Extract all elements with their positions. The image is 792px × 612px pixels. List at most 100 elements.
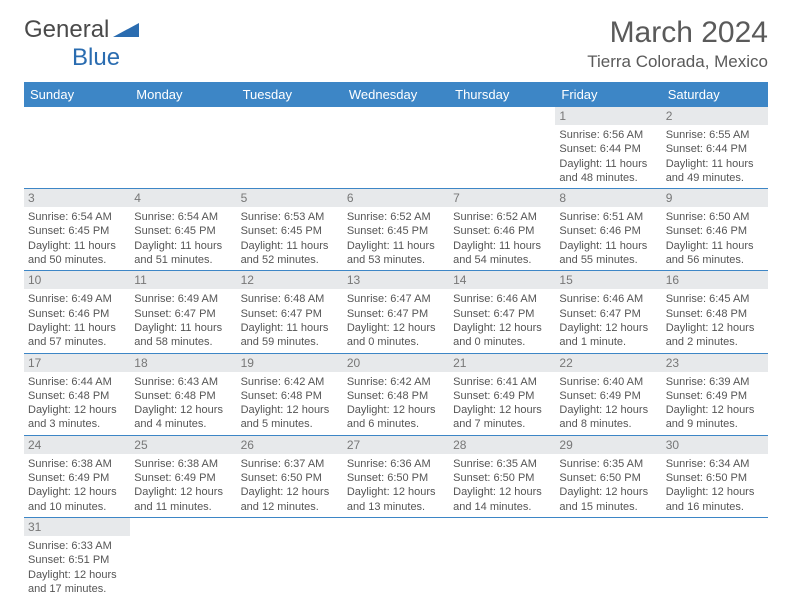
day-number: 10 — [24, 271, 130, 289]
day-details: Sunrise: 6:47 AMSunset: 6:47 PMDaylight:… — [343, 289, 449, 352]
day-detail-line: Daylight: 11 hours — [666, 157, 764, 171]
day-number: 6 — [343, 189, 449, 207]
day-number: 5 — [237, 189, 343, 207]
day-detail-line: Sunrise: 6:56 AM — [559, 128, 657, 142]
day-detail-line: Sunrise: 6:40 AM — [559, 375, 657, 389]
calendar-day-cell — [237, 517, 343, 599]
brand-logo: General — [24, 16, 141, 44]
logo-triangle-icon — [113, 19, 139, 42]
day-detail-line: Sunset: 6:46 PM — [28, 307, 126, 321]
calendar-day-cell: 31Sunrise: 6:33 AMSunset: 6:51 PMDayligh… — [24, 517, 130, 599]
day-number: 8 — [555, 189, 661, 207]
calendar-week-row: 17Sunrise: 6:44 AMSunset: 6:48 PMDayligh… — [24, 353, 768, 435]
day-details: Sunrise: 6:46 AMSunset: 6:47 PMDaylight:… — [555, 289, 661, 352]
day-detail-line: Sunrise: 6:46 AM — [559, 292, 657, 306]
calendar-day-cell: 25Sunrise: 6:38 AMSunset: 6:49 PMDayligh… — [130, 435, 236, 517]
day-detail-line: and 8 minutes. — [559, 417, 657, 431]
day-details: Sunrise: 6:44 AMSunset: 6:48 PMDaylight:… — [24, 372, 130, 435]
day-detail-line: Sunset: 6:48 PM — [241, 389, 339, 403]
calendar-day-cell — [449, 107, 555, 189]
day-detail-line: Daylight: 12 hours — [241, 485, 339, 499]
day-detail-line: Daylight: 11 hours — [666, 239, 764, 253]
day-details: Sunrise: 6:49 AMSunset: 6:46 PMDaylight:… — [24, 289, 130, 352]
calendar-day-cell — [555, 517, 661, 599]
day-detail-line: Sunrise: 6:37 AM — [241, 457, 339, 471]
day-detail-line: Sunset: 6:47 PM — [453, 307, 551, 321]
day-number: 4 — [130, 189, 236, 207]
day-detail-line: and 11 minutes. — [134, 500, 232, 514]
day-detail-line: Sunrise: 6:35 AM — [559, 457, 657, 471]
day-detail-line: Daylight: 12 hours — [134, 485, 232, 499]
calendar-day-cell: 28Sunrise: 6:35 AMSunset: 6:50 PMDayligh… — [449, 435, 555, 517]
day-detail-line: Sunset: 6:45 PM — [28, 224, 126, 238]
day-detail-line: and 49 minutes. — [666, 171, 764, 185]
day-detail-line: Daylight: 12 hours — [559, 403, 657, 417]
weekday-header: Saturday — [662, 82, 768, 107]
day-detail-line: Sunset: 6:48 PM — [666, 307, 764, 321]
day-detail-line: Sunset: 6:46 PM — [666, 224, 764, 238]
day-detail-line: Sunset: 6:45 PM — [134, 224, 232, 238]
day-detail-line: and 4 minutes. — [134, 417, 232, 431]
day-number: 9 — [662, 189, 768, 207]
day-detail-line: Sunrise: 6:54 AM — [28, 210, 126, 224]
day-details: Sunrise: 6:45 AMSunset: 6:48 PMDaylight:… — [662, 289, 768, 352]
day-number: 2 — [662, 107, 768, 125]
day-detail-line: and 6 minutes. — [347, 417, 445, 431]
day-number: 13 — [343, 271, 449, 289]
day-number: 22 — [555, 354, 661, 372]
calendar-day-cell — [130, 107, 236, 189]
day-detail-line: and 55 minutes. — [559, 253, 657, 267]
day-detail-line: Sunrise: 6:38 AM — [28, 457, 126, 471]
calendar-day-cell: 10Sunrise: 6:49 AMSunset: 6:46 PMDayligh… — [24, 271, 130, 353]
calendar-day-cell — [449, 517, 555, 599]
day-detail-line: Daylight: 12 hours — [453, 485, 551, 499]
day-detail-line: Sunset: 6:44 PM — [666, 142, 764, 156]
day-detail-line: and 48 minutes. — [559, 171, 657, 185]
day-detail-line: and 51 minutes. — [134, 253, 232, 267]
day-number: 27 — [343, 436, 449, 454]
day-detail-line: Daylight: 12 hours — [241, 403, 339, 417]
day-detail-line: and 16 minutes. — [666, 500, 764, 514]
calendar-week-row: 3Sunrise: 6:54 AMSunset: 6:45 PMDaylight… — [24, 189, 768, 271]
day-number: 20 — [343, 354, 449, 372]
day-number: 14 — [449, 271, 555, 289]
calendar-day-cell: 17Sunrise: 6:44 AMSunset: 6:48 PMDayligh… — [24, 353, 130, 435]
calendar-day-cell: 18Sunrise: 6:43 AMSunset: 6:48 PMDayligh… — [130, 353, 236, 435]
day-detail-line: Sunset: 6:47 PM — [559, 307, 657, 321]
calendar-day-cell — [24, 107, 130, 189]
day-detail-line: and 7 minutes. — [453, 417, 551, 431]
day-number: 30 — [662, 436, 768, 454]
day-detail-line: Daylight: 11 hours — [28, 239, 126, 253]
day-detail-line: Sunrise: 6:39 AM — [666, 375, 764, 389]
day-number: 15 — [555, 271, 661, 289]
day-detail-line: and 17 minutes. — [28, 582, 126, 596]
weekday-header-row: Sunday Monday Tuesday Wednesday Thursday… — [24, 82, 768, 107]
day-detail-line: and 10 minutes. — [28, 500, 126, 514]
day-detail-line: Daylight: 11 hours — [241, 321, 339, 335]
calendar-day-cell: 22Sunrise: 6:40 AMSunset: 6:49 PMDayligh… — [555, 353, 661, 435]
calendar-day-cell: 6Sunrise: 6:52 AMSunset: 6:45 PMDaylight… — [343, 189, 449, 271]
day-detail-line: Sunset: 6:48 PM — [347, 389, 445, 403]
weekday-header: Tuesday — [237, 82, 343, 107]
calendar-day-cell: 27Sunrise: 6:36 AMSunset: 6:50 PMDayligh… — [343, 435, 449, 517]
day-detail-line: Sunrise: 6:53 AM — [241, 210, 339, 224]
day-detail-line: Daylight: 11 hours — [134, 321, 232, 335]
day-details: Sunrise: 6:38 AMSunset: 6:49 PMDaylight:… — [130, 454, 236, 517]
calendar-day-cell: 30Sunrise: 6:34 AMSunset: 6:50 PMDayligh… — [662, 435, 768, 517]
day-number: 18 — [130, 354, 236, 372]
calendar-day-cell: 15Sunrise: 6:46 AMSunset: 6:47 PMDayligh… — [555, 271, 661, 353]
day-detail-line: Sunset: 6:50 PM — [241, 471, 339, 485]
day-detail-line: and 52 minutes. — [241, 253, 339, 267]
day-detail-line: and 1 minute. — [559, 335, 657, 349]
day-detail-line: Sunrise: 6:51 AM — [559, 210, 657, 224]
day-detail-line: Sunset: 6:47 PM — [241, 307, 339, 321]
day-detail-line: Sunrise: 6:52 AM — [347, 210, 445, 224]
day-detail-line: and 56 minutes. — [666, 253, 764, 267]
day-detail-line: and 5 minutes. — [241, 417, 339, 431]
day-detail-line: Sunset: 6:47 PM — [347, 307, 445, 321]
calendar-day-cell: 20Sunrise: 6:42 AMSunset: 6:48 PMDayligh… — [343, 353, 449, 435]
weekday-header: Sunday — [24, 82, 130, 107]
calendar-day-cell — [130, 517, 236, 599]
day-detail-line: Sunset: 6:46 PM — [559, 224, 657, 238]
weekday-header: Friday — [555, 82, 661, 107]
